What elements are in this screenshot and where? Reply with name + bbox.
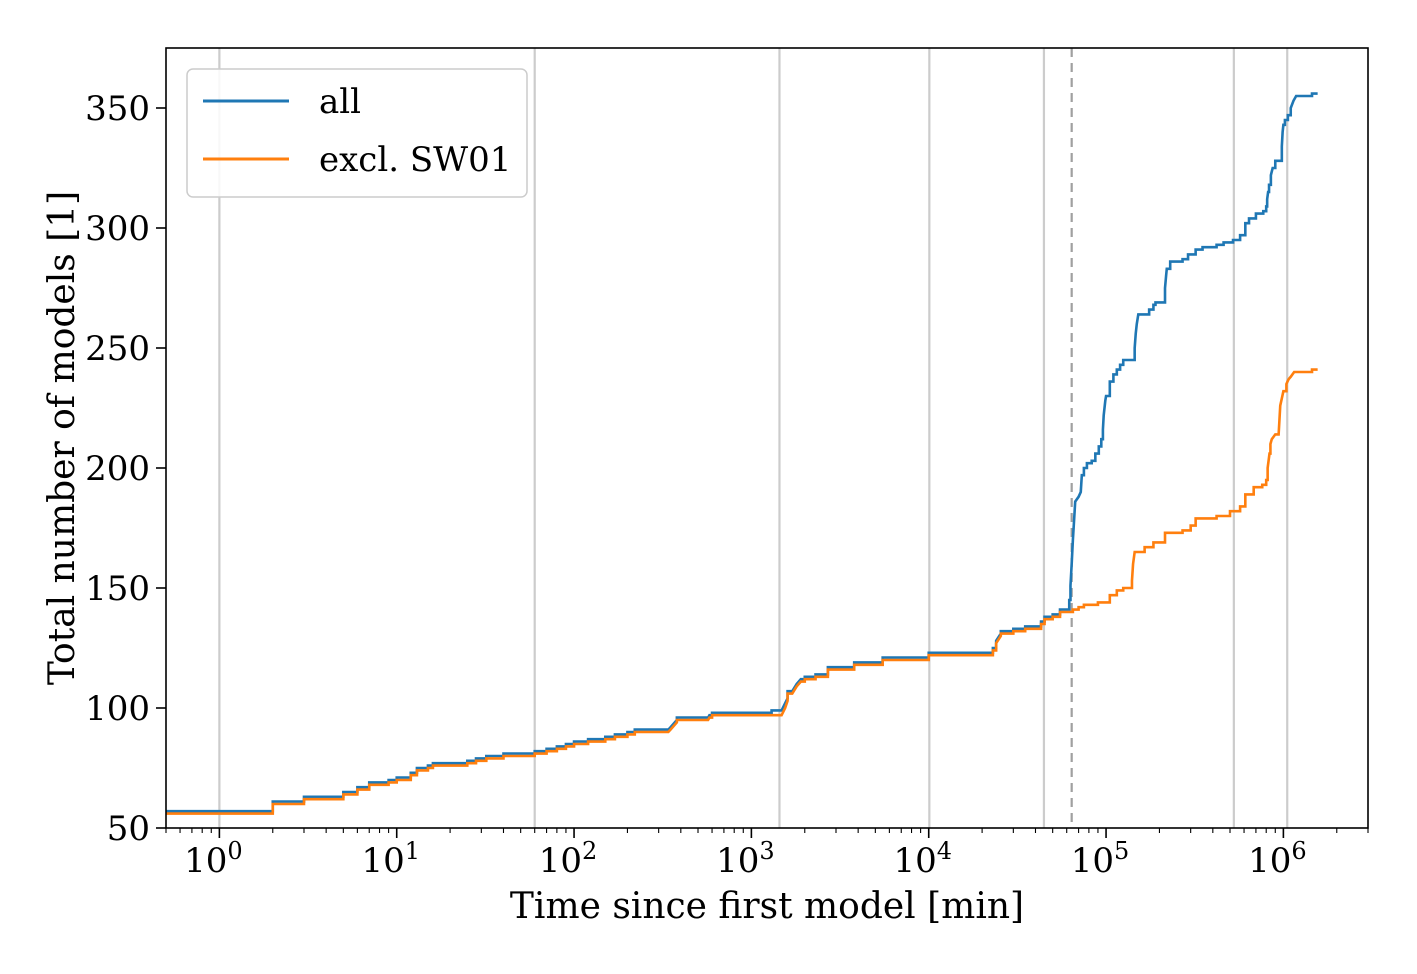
legend-label-all: all [319, 82, 361, 122]
series-line-all [166, 92, 1318, 813]
y-tick-label: 50 [107, 809, 150, 849]
legend: all excl. SW01 [186, 68, 528, 198]
x-tick-label: 103 [716, 837, 775, 881]
x-tick-label: 106 [1248, 837, 1307, 881]
y-tick-label: 200 [85, 449, 150, 489]
y-axis-ticks: 50 100 150 200 250 300 350 [85, 89, 166, 849]
x-tick-label: 101 [361, 837, 420, 881]
y-tick-label: 150 [85, 569, 150, 609]
plot-frame [165, 47, 1369, 829]
legend-label-excl-sw01: excl. SW01 [319, 140, 511, 180]
x-axis-ticks: 100 101 102 103 104 105 106 [165, 828, 1369, 881]
x-tick-label: 102 [539, 837, 598, 881]
x-tick-label: 105 [1071, 837, 1130, 881]
x-tick-label: 104 [893, 837, 952, 881]
y-tick-label: 300 [85, 209, 150, 249]
series-lines [166, 92, 1318, 815]
y-tick-label: 100 [85, 689, 150, 729]
y-tick-label: 350 [85, 89, 150, 129]
y-axis-label: Total number of models [1] [42, 191, 83, 685]
x-tick-label: 100 [184, 837, 243, 881]
y-tick-label: 250 [85, 329, 150, 369]
series-line-excl-sw01 [166, 368, 1318, 815]
x-axis-label: Time since first model [min] [510, 886, 1024, 927]
